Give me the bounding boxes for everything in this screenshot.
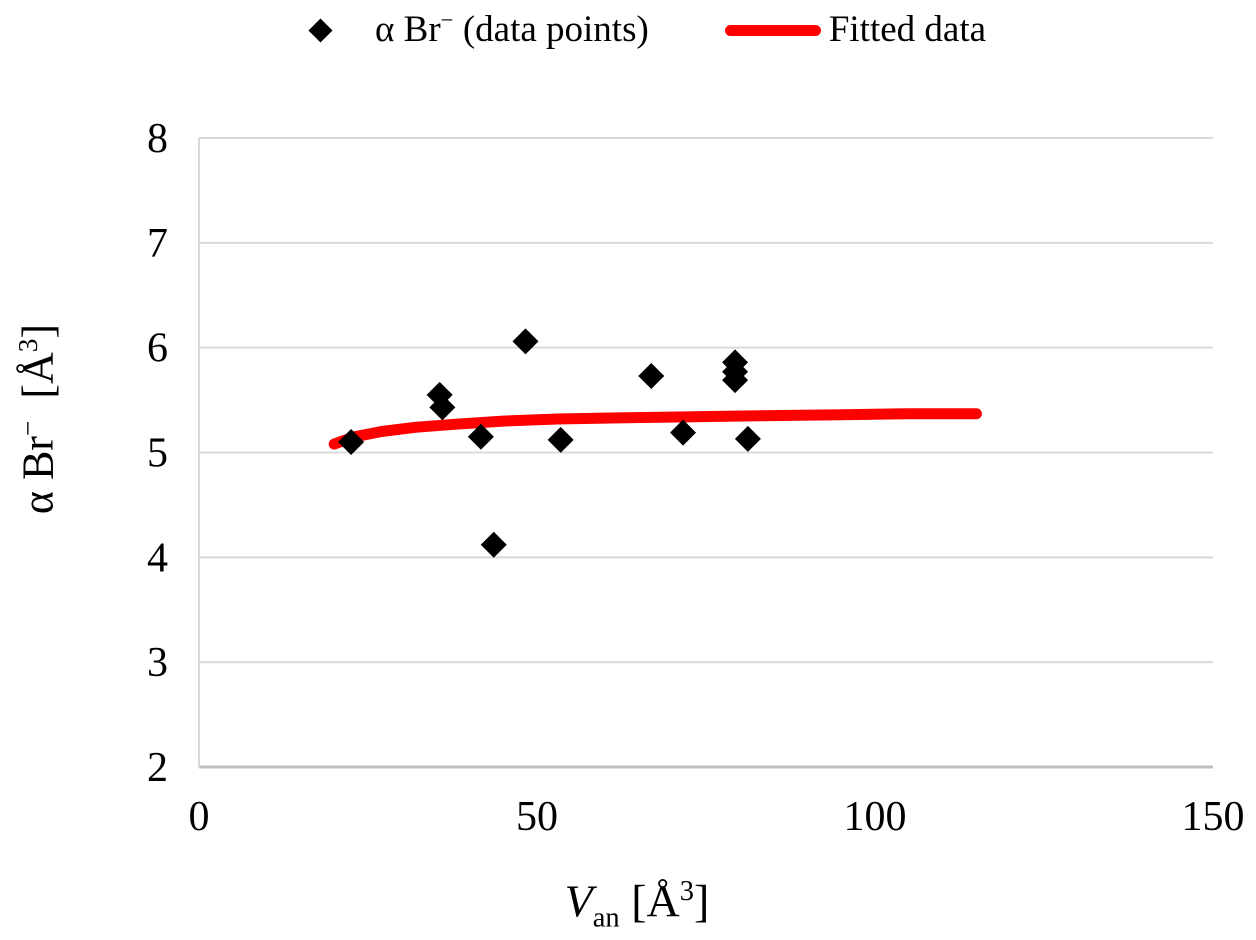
data-point-diamond	[734, 425, 761, 452]
fitted-line-marker-icon	[724, 24, 821, 36]
legend-item-fitted-data: Fitted data	[724, 4, 987, 56]
data-point-diamond	[429, 394, 456, 421]
y-tick-label: 3	[147, 640, 168, 686]
data-point-diamond	[338, 429, 365, 456]
y-tick-label: 7	[147, 221, 168, 267]
y-tick-label: 8	[147, 116, 168, 162]
legend-label-data-points: α Br− (data points)	[375, 7, 649, 50]
data-point-diamond	[722, 367, 749, 394]
y-tick-label: 2	[147, 745, 168, 791]
y-tick-label: 4	[147, 535, 168, 581]
data-point-diamond	[670, 419, 697, 446]
x-tick-label: 150	[1182, 794, 1245, 840]
fitted-line-series	[328, 408, 982, 450]
data-point-diamond	[512, 328, 539, 355]
x-tick-label: 50	[516, 794, 558, 840]
legend-item-data-points: α Br− (data points)	[308, 4, 649, 56]
legend-label-fitted-data: Fitted data	[828, 9, 987, 50]
y-axis-title: α Br− [Å3]	[12, 323, 63, 515]
diamond-marker-icon	[308, 17, 333, 43]
x-tick-label: 0	[189, 794, 210, 840]
data-point-diamond	[467, 423, 494, 450]
data-point-diamond	[480, 531, 507, 558]
data-point-diamond	[638, 362, 665, 389]
y-tick-label: 6	[147, 326, 168, 372]
data-point-diamond	[547, 426, 574, 453]
y-tick-label: 5	[147, 431, 168, 477]
x-axis-title: Van [Å3]	[564, 875, 710, 934]
x-tick-label: 100	[844, 794, 907, 840]
legend: α Br− (data points) Fitted data	[308, 4, 987, 56]
